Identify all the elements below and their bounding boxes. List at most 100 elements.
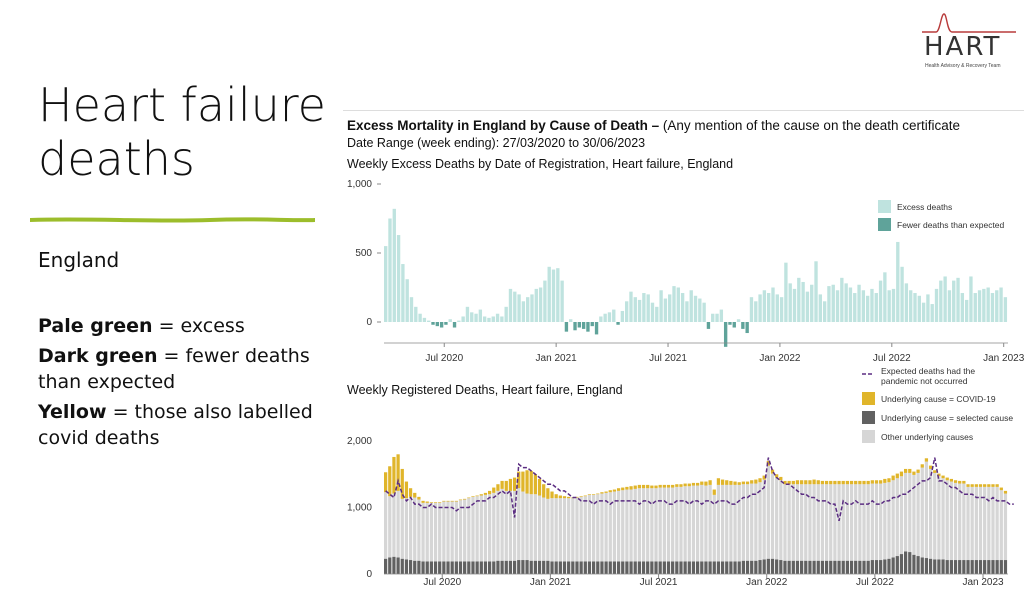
selected-cause-bar xyxy=(937,559,941,574)
covid-bar xyxy=(500,480,504,489)
hart-logo: HART Health Advisory & Recovery Team xyxy=(918,8,1018,70)
other-causes-bar xyxy=(442,501,446,562)
other-causes-bar xyxy=(504,490,508,561)
other-causes-bar xyxy=(475,496,479,562)
chart2-title: Weekly Registered Deaths, Heart failure,… xyxy=(347,383,623,397)
excess-bar xyxy=(500,316,504,322)
other-causes-bar xyxy=(791,484,795,561)
covid-bar xyxy=(612,489,617,492)
other-causes-bar xyxy=(575,497,579,562)
excess-bar xyxy=(693,295,698,322)
covid-bar xyxy=(816,480,820,485)
other-causes-bar xyxy=(388,496,392,558)
other-causes-bar xyxy=(579,496,583,562)
excess-bar xyxy=(840,277,844,322)
covid-bar xyxy=(496,484,500,491)
selected-cause-bar xyxy=(745,560,750,574)
other-causes-bar xyxy=(924,461,929,559)
covid-bar xyxy=(567,496,571,499)
covid-bar xyxy=(750,480,754,484)
excess-bar xyxy=(698,298,702,322)
selected-cause-bar xyxy=(404,559,409,574)
covid-bar xyxy=(662,484,666,488)
fewer-deaths-bar xyxy=(573,322,577,331)
other-causes-bar xyxy=(696,485,700,562)
chart1-x-tick-label: Jul 2021 xyxy=(649,353,687,364)
other-causes-bar xyxy=(812,484,816,561)
covid-bar xyxy=(429,502,434,503)
excess-bar xyxy=(482,316,487,322)
covid-bar xyxy=(641,484,646,489)
chart1-x-tick-label: Jul 2022 xyxy=(873,353,911,364)
excess-bar xyxy=(530,294,534,322)
covid-bar xyxy=(704,481,708,486)
excess-bar xyxy=(861,290,866,322)
other-causes-bar xyxy=(987,486,991,561)
excess-bar xyxy=(999,287,1003,322)
fewer-deaths-bar xyxy=(452,322,457,328)
excess-bar xyxy=(685,301,689,322)
fewer-deaths-bar xyxy=(581,322,586,329)
covid-bar xyxy=(729,480,733,485)
covid-bar xyxy=(454,500,458,502)
selected-cause-bar xyxy=(716,561,721,574)
excess-bar xyxy=(926,294,930,322)
excess-bar xyxy=(917,295,921,322)
header-divider xyxy=(343,110,1024,111)
excess-bar xyxy=(508,288,513,322)
selected-cause-bar xyxy=(700,561,704,574)
covid-bar xyxy=(916,469,920,473)
selected-cause-bar xyxy=(579,561,583,574)
covid-bar xyxy=(766,460,770,466)
excess-bar xyxy=(797,277,801,322)
selected-cause-bar xyxy=(712,561,716,574)
covid-bar xyxy=(941,475,945,479)
excess-bar xyxy=(767,293,771,322)
other-causes-bar xyxy=(550,498,554,562)
legend-fewer-label: Fewer deaths than expected xyxy=(897,220,1005,230)
other-causes-bar xyxy=(596,494,600,562)
covid-bar xyxy=(845,480,850,485)
covid-bar xyxy=(592,494,596,495)
excess-bar xyxy=(612,309,616,322)
other-causes-bar xyxy=(824,484,829,561)
selected-cause-bar xyxy=(616,561,621,574)
covid-bar xyxy=(887,478,891,483)
selected-cause-bar xyxy=(804,560,808,574)
covid-bar xyxy=(879,480,883,484)
other-causes-bar xyxy=(841,484,845,561)
other-causes-bar xyxy=(450,501,454,562)
excess-bar xyxy=(827,286,831,322)
selected-cause-bar xyxy=(862,560,866,574)
covid-bar xyxy=(446,500,450,502)
selected-cause-bar xyxy=(550,561,554,574)
covid-bar xyxy=(675,484,679,487)
other-causes-bar xyxy=(883,482,887,560)
selected-cause-bar xyxy=(671,561,675,574)
other-causes-bar xyxy=(908,472,912,553)
selected-cause-bar xyxy=(679,561,683,574)
excess-bar xyxy=(427,320,431,322)
other-causes-bar xyxy=(912,474,916,555)
selected-cause-bar xyxy=(924,558,929,574)
covid-bar xyxy=(783,480,787,485)
selected-cause-bar xyxy=(845,560,850,574)
covid-bar xyxy=(442,500,446,502)
other-causes-bar xyxy=(725,484,729,562)
covid-bar xyxy=(720,479,725,485)
excess-bar xyxy=(629,291,633,322)
selected-cause-bar xyxy=(633,561,637,574)
selected-cause-bar xyxy=(820,560,825,574)
other-causes-bar xyxy=(666,487,671,562)
selected-cause-bar xyxy=(488,561,492,574)
other-causes-bar xyxy=(554,498,558,562)
excess-bar xyxy=(831,284,835,322)
chart2-x-tick-label: Jul 2021 xyxy=(640,577,678,588)
other-causes-bar xyxy=(612,491,617,562)
excess-bar xyxy=(676,287,680,322)
excess-bar xyxy=(822,301,827,322)
covid-bar xyxy=(616,488,621,491)
excess-bar xyxy=(672,286,676,322)
chart2-x-tick-label: Jan 2023 xyxy=(962,577,1004,588)
other-causes-bar xyxy=(862,484,866,561)
